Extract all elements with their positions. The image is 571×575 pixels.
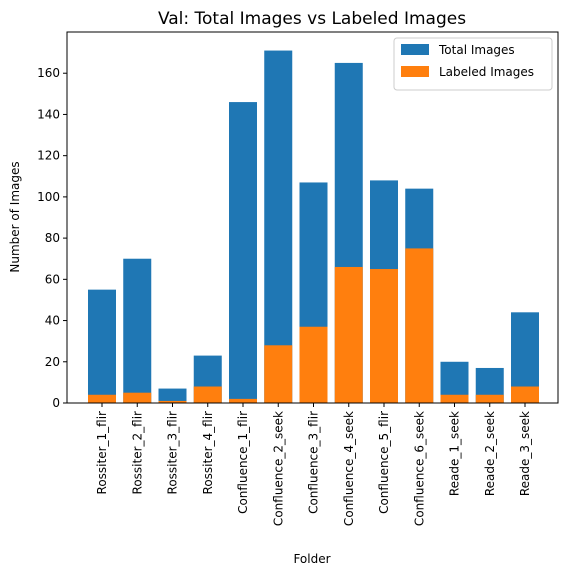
plot-frame xyxy=(66,31,559,404)
y-tick-label: 0 xyxy=(52,396,60,410)
bar-labeled xyxy=(193,386,222,403)
legend-swatch xyxy=(401,44,429,55)
bar-total xyxy=(88,289,116,403)
bar-total xyxy=(123,258,152,403)
legend: Total Images Labeled Images xyxy=(393,37,553,91)
bar-labeled xyxy=(264,345,293,403)
y-tick-label: 40 xyxy=(45,314,60,328)
bar-labeled xyxy=(440,394,469,403)
y-tick-label: 160 xyxy=(37,66,60,80)
bar-labeled xyxy=(511,386,539,403)
bar-labeled xyxy=(475,394,504,403)
bar-labeled xyxy=(88,394,116,403)
x-tick-label: Confluence_4_seek xyxy=(342,411,356,526)
x-tick-label: Confluence_3_flir xyxy=(307,411,321,514)
x-tick-label: Confluence_5_flir xyxy=(377,411,391,514)
bar-labeled xyxy=(158,400,187,403)
x-tick-label: Rossiter_1_flir xyxy=(95,411,109,495)
x-axis-label: Folder xyxy=(293,552,330,566)
x-tick-label: Reade_2_seek xyxy=(483,411,497,496)
y-tick-label: 20 xyxy=(45,355,60,369)
y-tick-label: 100 xyxy=(37,190,60,204)
y-axis: 0 20 40 60 80 100 120 140 160 xyxy=(37,66,67,410)
x-tick-label: Rossiter_4_flir xyxy=(201,411,215,495)
y-tick-label: 60 xyxy=(45,272,60,286)
y-tick-label: 140 xyxy=(37,107,60,121)
chart-title: Val: Total Images vs Labeled Images xyxy=(158,9,466,29)
legend-frame xyxy=(393,37,553,91)
y-axis-label: Number of Images xyxy=(8,161,22,272)
bar-labeled xyxy=(123,392,152,403)
x-axis: Rossiter_1_flir Rossiter_2_flir Rossiter_3… xyxy=(95,403,532,526)
bar-total xyxy=(229,102,257,404)
legend-swatch xyxy=(401,66,429,77)
x-tick-label: Reade_1_seek xyxy=(448,411,462,496)
bar-labeled xyxy=(334,266,363,403)
x-tick-label: Reade_3_seek xyxy=(518,411,532,496)
x-tick-label: Confluence_2_seek xyxy=(271,411,285,526)
x-tick-label: Rossiter_2_flir xyxy=(130,411,144,495)
bars-group xyxy=(88,50,539,404)
bar-labeled xyxy=(229,398,257,403)
y-tick-label: 120 xyxy=(37,149,60,163)
bar-total xyxy=(158,388,187,403)
x-tick-label: Rossiter_3_flir xyxy=(166,411,180,495)
x-tick-label: Confluence_1_flir xyxy=(236,411,250,514)
legend-label: Labeled Images xyxy=(439,65,534,79)
bar-total xyxy=(264,50,293,404)
legend-label: Total Images xyxy=(438,43,515,57)
x-tick-label: Confluence_6_seek xyxy=(412,411,426,526)
bar-labeled xyxy=(299,326,328,403)
bar-labeled xyxy=(370,269,398,403)
bar-labeled xyxy=(405,248,434,403)
y-tick-label: 80 xyxy=(45,231,60,245)
